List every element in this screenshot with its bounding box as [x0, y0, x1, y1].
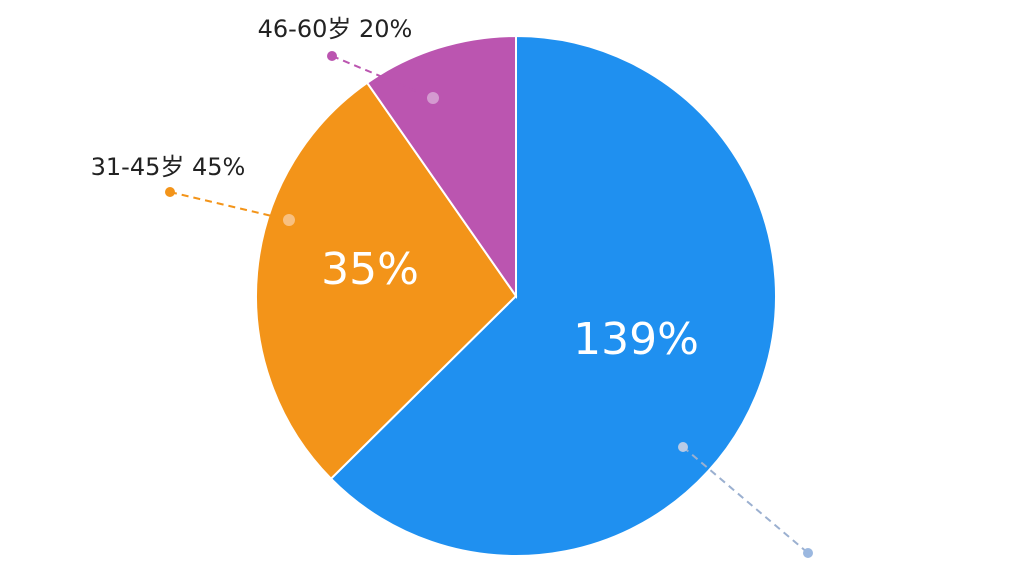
pie-slice	[329, 34, 777, 557]
leader-dot	[427, 92, 439, 104]
leader-dot	[165, 187, 175, 197]
pie	[255, 34, 777, 557]
leader-line	[169, 191, 290, 221]
annotation: 31-45岁 45%	[91, 153, 246, 181]
leader-dot	[327, 51, 337, 61]
pie-slice	[255, 81, 518, 481]
pie-slice	[365, 34, 517, 300]
annotation: 46-60岁 20%	[258, 15, 413, 43]
leader-line	[682, 446, 809, 554]
leader-line	[331, 55, 434, 99]
leader-lines	[165, 51, 813, 558]
leader-dot	[283, 214, 295, 226]
annotation: 139%	[573, 314, 699, 365]
leader-dot	[678, 442, 688, 452]
labels: 46-60岁 20% 31-45岁 45% 35% 139%	[91, 15, 699, 365]
leader-dot	[803, 548, 813, 558]
annotation: 35%	[321, 244, 419, 295]
